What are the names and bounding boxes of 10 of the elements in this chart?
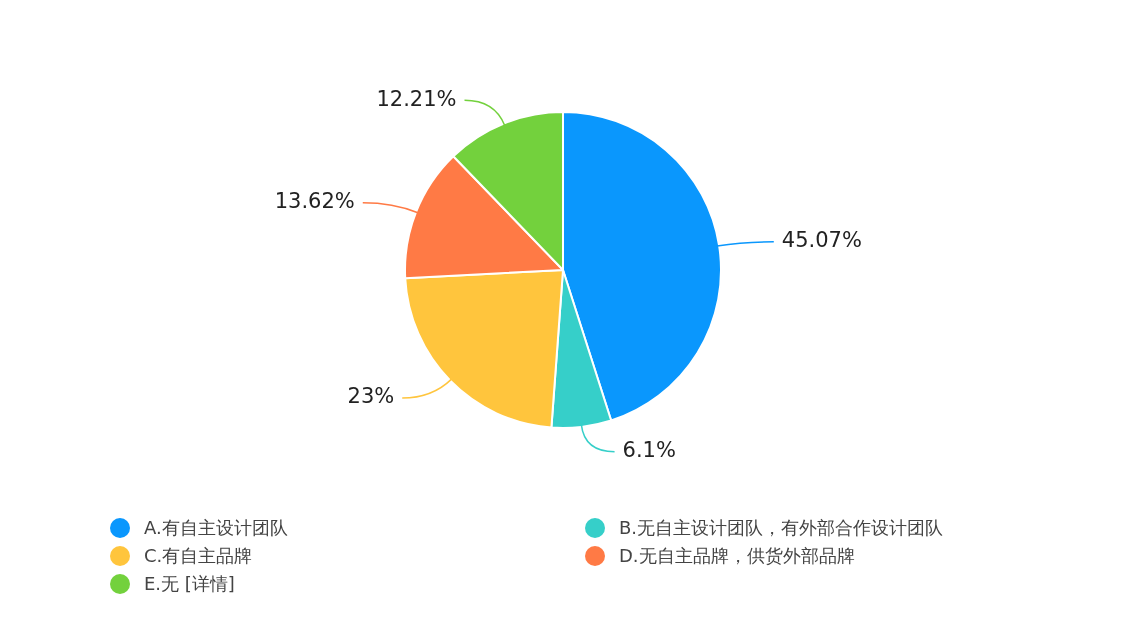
legend-label: D.无自主品牌，供货外部品牌 [619,543,855,568]
legend-label: B.无自主设计团队，有外部合作设计团队 [619,515,944,540]
legend-label: C.有自主品牌 [144,543,253,568]
data-label: 12.21% [376,86,457,111]
data-label: 13.62% [274,189,355,214]
legend-label: A.有自主设计团队 [144,515,288,540]
data-label: 6.1% [622,438,676,463]
data-label: 45.07% [781,228,862,253]
legend-label: E.无 [详情] [144,571,235,596]
data-label: 23% [347,384,395,409]
